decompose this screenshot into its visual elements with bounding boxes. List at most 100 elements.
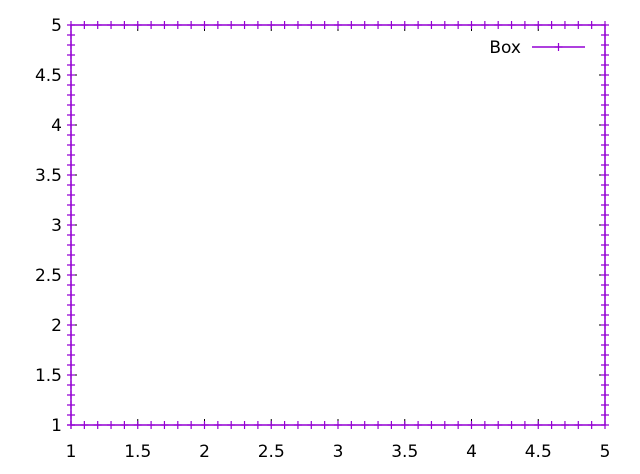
x-tick-label: 3 xyxy=(333,442,344,462)
data-point-marker xyxy=(467,21,476,29)
data-point-marker xyxy=(227,421,236,429)
data-point-marker xyxy=(280,21,289,29)
data-point-marker xyxy=(587,21,596,29)
data-point-marker xyxy=(601,311,609,319)
y-tick-label: 1 xyxy=(51,416,62,436)
data-point-marker xyxy=(387,21,396,29)
data-point-marker xyxy=(601,171,609,179)
data-point-marker xyxy=(253,21,262,29)
data-point-marker xyxy=(601,341,609,349)
data-point-marker xyxy=(374,21,383,29)
data-point-marker xyxy=(387,421,396,429)
data-point-marker xyxy=(67,411,75,419)
data-point-marker xyxy=(427,21,436,29)
data-point-marker xyxy=(601,131,609,139)
data-point-marker xyxy=(520,421,529,429)
data-point-marker xyxy=(347,421,356,429)
data-point-marker xyxy=(547,21,556,29)
data-point-marker xyxy=(240,21,249,29)
data-point-marker xyxy=(601,221,609,229)
data-point-marker xyxy=(67,311,75,319)
data-point-marker xyxy=(67,101,75,109)
data-point-marker xyxy=(107,421,116,429)
data-point-marker xyxy=(601,361,609,369)
data-point-marker xyxy=(173,21,182,29)
data-point-marker xyxy=(520,21,529,29)
data-point-marker xyxy=(601,61,609,69)
data-point-marker xyxy=(80,421,89,429)
data-point-marker xyxy=(414,421,423,429)
data-point-marker xyxy=(547,421,556,429)
data-point-marker xyxy=(67,301,75,309)
data-point-marker xyxy=(601,41,609,49)
data-point-marker xyxy=(601,401,609,409)
data-point-marker xyxy=(334,21,342,29)
data-point-marker xyxy=(374,421,383,429)
data-point-marker xyxy=(601,231,609,239)
x-tick-label: 1 xyxy=(66,442,77,462)
data-point-marker xyxy=(200,421,209,429)
data-point-marker xyxy=(534,421,543,429)
y-tick-label: 2 xyxy=(51,316,62,336)
data-point-marker xyxy=(601,151,609,159)
data-point-marker xyxy=(601,291,609,299)
data-point-marker xyxy=(267,421,276,429)
data-point-marker xyxy=(467,421,476,429)
data-point-marker xyxy=(67,71,75,79)
data-point-marker xyxy=(601,281,609,289)
data-point-marker xyxy=(67,351,75,359)
data-point-marker xyxy=(67,61,75,69)
data-point-marker xyxy=(534,21,543,29)
data-point-marker xyxy=(601,111,609,119)
data-point-marker xyxy=(507,421,516,429)
data-point-marker xyxy=(320,21,329,29)
data-point-marker xyxy=(601,351,609,359)
data-point-marker xyxy=(133,421,142,429)
data-point-marker xyxy=(120,421,129,429)
data-point-marker xyxy=(67,341,75,349)
data-point-marker xyxy=(307,21,316,29)
data-point-marker xyxy=(601,71,609,79)
data-point-marker xyxy=(200,21,209,29)
data-point-marker xyxy=(601,321,609,329)
data-point-marker xyxy=(67,81,75,89)
data-point-marker xyxy=(67,181,75,189)
data-point-marker xyxy=(67,241,75,249)
data-point-marker xyxy=(67,281,75,289)
data-point-marker xyxy=(67,371,75,379)
data-point-marker xyxy=(601,101,609,109)
data-point-marker xyxy=(601,91,609,99)
data-point-marker xyxy=(160,21,169,29)
data-point-marker xyxy=(601,31,609,39)
series-line-box xyxy=(70,24,606,426)
data-point-marker xyxy=(400,421,409,429)
data-point-marker xyxy=(494,421,503,429)
data-point-marker xyxy=(293,421,302,429)
data-point-marker xyxy=(601,381,609,389)
x-tick-label: 3.5 xyxy=(391,442,418,462)
data-point-marker xyxy=(320,421,329,429)
data-point-marker xyxy=(67,261,75,269)
data-point-marker xyxy=(601,251,609,259)
x-tick-label: 4 xyxy=(466,442,477,462)
data-point-marker xyxy=(601,161,609,169)
data-point-marker xyxy=(427,421,436,429)
x-tick-label: 5 xyxy=(600,442,611,462)
data-point-marker xyxy=(280,421,289,429)
data-point-marker xyxy=(67,211,75,219)
data-point-marker xyxy=(293,21,302,29)
legend-marker-box xyxy=(554,43,563,51)
data-point-marker xyxy=(67,141,75,149)
data-point-marker xyxy=(601,271,609,279)
x-tick-label: 2.5 xyxy=(258,442,285,462)
data-point-marker xyxy=(601,81,609,89)
data-point-marker xyxy=(360,421,369,429)
x-tick-label: 4.5 xyxy=(525,442,552,462)
data-point-marker xyxy=(67,201,75,209)
data-point-marker xyxy=(601,141,609,149)
data-point-marker xyxy=(601,191,609,199)
data-point-marker xyxy=(67,111,75,119)
data-point-marker xyxy=(494,21,503,29)
data-point-marker xyxy=(454,21,463,29)
